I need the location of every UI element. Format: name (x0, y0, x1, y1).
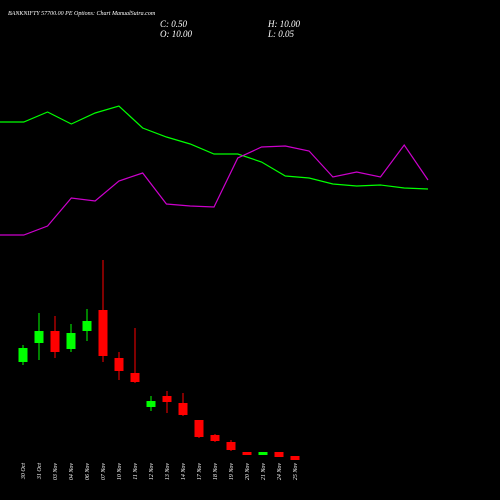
candle-body (82, 321, 92, 331)
candle-body (114, 358, 124, 371)
candle-body (98, 310, 108, 356)
candle-body (274, 452, 284, 457)
candle-body (194, 420, 204, 437)
candle-body (130, 373, 140, 382)
x-tick-label: 19 Nov (229, 463, 235, 481)
x-tick-label: 12 Nov (149, 463, 155, 481)
candle-body (146, 401, 156, 407)
x-tick-label: 31 Oct (37, 463, 43, 480)
chart-title: BANKNIFTY 57700.00 PE Options: Chart Man… (8, 11, 156, 17)
indicator-line (0, 143, 429, 236)
candle-body (290, 456, 300, 460)
stat-low: L: 0.05 (267, 29, 295, 39)
x-tick-label: 20 Nov (245, 463, 251, 481)
candle-body (50, 331, 60, 352)
x-tick-label: 03 Nov (53, 463, 59, 481)
x-tick-label: 04 Nov (68, 463, 75, 481)
candle-body (258, 452, 268, 455)
candle-body (226, 442, 236, 450)
candle-body (66, 333, 76, 349)
stat-high: H: 10.00 (267, 19, 300, 29)
stat-close: C: 0.50 (160, 19, 188, 29)
x-tick-label: 25 Nov (293, 463, 299, 481)
x-tick-label: 18 Nov (213, 463, 219, 481)
x-tick-label: 07 Nov (101, 463, 107, 481)
indicator-line (0, 105, 429, 190)
candle-body (178, 403, 188, 415)
x-tick-label: 11 Nov (133, 463, 139, 480)
x-tick-label: 21 Nov (261, 463, 267, 481)
x-tick-label: 17 Nov (197, 463, 203, 481)
x-tick-label: 24 Nov (276, 463, 283, 481)
x-tick-label: 13 Nov (165, 463, 171, 481)
x-tick-label: 30 Oct (21, 463, 27, 480)
candle-body (242, 452, 252, 455)
x-tick-label: 10 Nov (117, 463, 123, 481)
x-tick-label: 14 Nov (180, 463, 187, 481)
candle-body (210, 435, 220, 441)
candle-body (18, 348, 28, 362)
candle-body (162, 396, 172, 402)
x-tick-label: 06 Nov (85, 463, 91, 481)
stat-open: O: 10.00 (160, 29, 192, 39)
candle-body (34, 331, 44, 343)
